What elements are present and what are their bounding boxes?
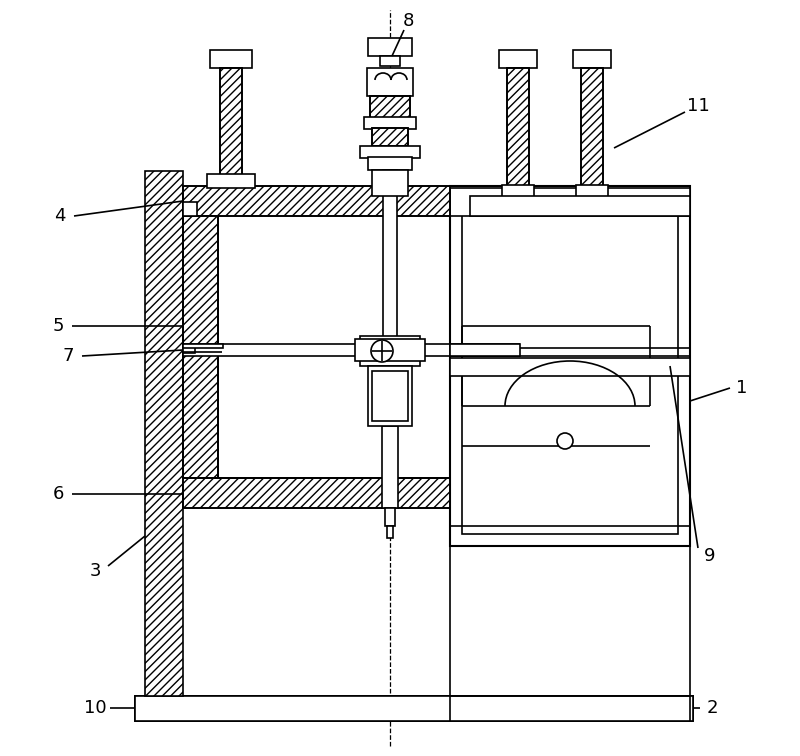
Bar [183, 344, 450, 356]
Text: 6: 6 [52, 485, 64, 503]
Text: 1: 1 [736, 379, 748, 397]
Text: 8: 8 [402, 12, 414, 30]
Text: 11: 11 [686, 97, 710, 115]
Bar [370, 96, 410, 118]
Text: 10: 10 [84, 699, 106, 717]
Bar [364, 117, 416, 129]
Bar [383, 170, 397, 348]
Bar [462, 198, 678, 534]
Bar [368, 157, 412, 170]
Bar [135, 696, 693, 721]
Bar [372, 128, 408, 146]
Bar [370, 96, 410, 118]
Bar [450, 358, 690, 376]
Bar [581, 68, 603, 186]
Circle shape [557, 433, 573, 449]
Bar [135, 696, 693, 721]
Bar [210, 50, 252, 68]
Bar [355, 339, 425, 361]
Text: 3: 3 [90, 562, 101, 580]
Bar [183, 186, 450, 216]
Bar [382, 426, 398, 508]
Bar [360, 336, 420, 366]
Bar [367, 68, 413, 96]
Bar [183, 216, 218, 478]
Bar [183, 186, 450, 216]
Bar [360, 146, 420, 158]
Bar [507, 68, 529, 186]
Bar [372, 371, 408, 421]
Circle shape [371, 340, 393, 362]
Bar [581, 68, 603, 186]
Bar [576, 185, 608, 201]
Bar [207, 174, 255, 188]
Bar [183, 344, 223, 348]
Bar [183, 478, 450, 508]
Bar [470, 196, 690, 216]
Bar [499, 50, 537, 68]
Bar [372, 170, 408, 196]
Bar [135, 696, 693, 721]
Bar [368, 38, 412, 56]
Bar [220, 68, 242, 186]
Text: 2: 2 [706, 699, 718, 717]
Bar [145, 171, 183, 696]
Bar [450, 344, 520, 356]
Bar [368, 366, 412, 426]
Bar [380, 56, 400, 66]
Bar [385, 508, 395, 526]
Bar [450, 188, 690, 216]
Text: 5: 5 [52, 317, 64, 335]
Bar [387, 526, 393, 538]
Bar [220, 68, 242, 186]
Bar [502, 185, 534, 201]
Bar [573, 50, 611, 68]
Bar [183, 202, 197, 216]
Bar [507, 68, 529, 186]
Bar [183, 478, 450, 508]
Bar [183, 347, 195, 353]
Bar [450, 186, 690, 546]
Bar [372, 371, 408, 421]
Text: 4: 4 [54, 207, 66, 225]
Text: 9: 9 [704, 547, 716, 565]
Bar [372, 128, 408, 146]
Bar [183, 216, 218, 478]
Text: 7: 7 [62, 347, 74, 365]
